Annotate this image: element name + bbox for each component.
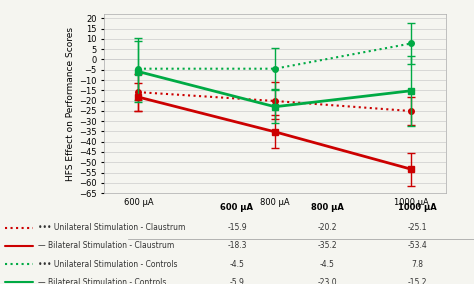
Text: — Bilateral Stimulation - Claustrum: — Bilateral Stimulation - Claustrum bbox=[38, 241, 174, 250]
Text: -15.2: -15.2 bbox=[407, 278, 427, 284]
Text: 600 μA: 600 μA bbox=[220, 203, 254, 212]
Text: -35.2: -35.2 bbox=[317, 241, 337, 250]
Text: 1000 μA: 1000 μA bbox=[398, 203, 437, 212]
Text: -15.9: -15.9 bbox=[227, 223, 247, 232]
Text: 7.8: 7.8 bbox=[411, 260, 423, 268]
Text: — Bilateral Stimulation - Controls: — Bilateral Stimulation - Controls bbox=[38, 278, 166, 284]
Text: -25.1: -25.1 bbox=[407, 223, 427, 232]
Text: -18.3: -18.3 bbox=[227, 241, 247, 250]
Text: -4.5: -4.5 bbox=[229, 260, 245, 268]
Text: -5.9: -5.9 bbox=[229, 278, 245, 284]
Text: 800 μA: 800 μA bbox=[310, 203, 344, 212]
Text: -23.0: -23.0 bbox=[317, 278, 337, 284]
Text: -53.4: -53.4 bbox=[407, 241, 427, 250]
Text: -20.2: -20.2 bbox=[317, 223, 337, 232]
Text: -4.5: -4.5 bbox=[319, 260, 335, 268]
Y-axis label: HFS Effect on Performance Scores: HFS Effect on Performance Scores bbox=[66, 27, 75, 181]
Text: ••• Unilateral Stimulation - Claustrum: ••• Unilateral Stimulation - Claustrum bbox=[38, 223, 185, 232]
Text: ••• Unilateral Stimulation - Controls: ••• Unilateral Stimulation - Controls bbox=[38, 260, 177, 268]
